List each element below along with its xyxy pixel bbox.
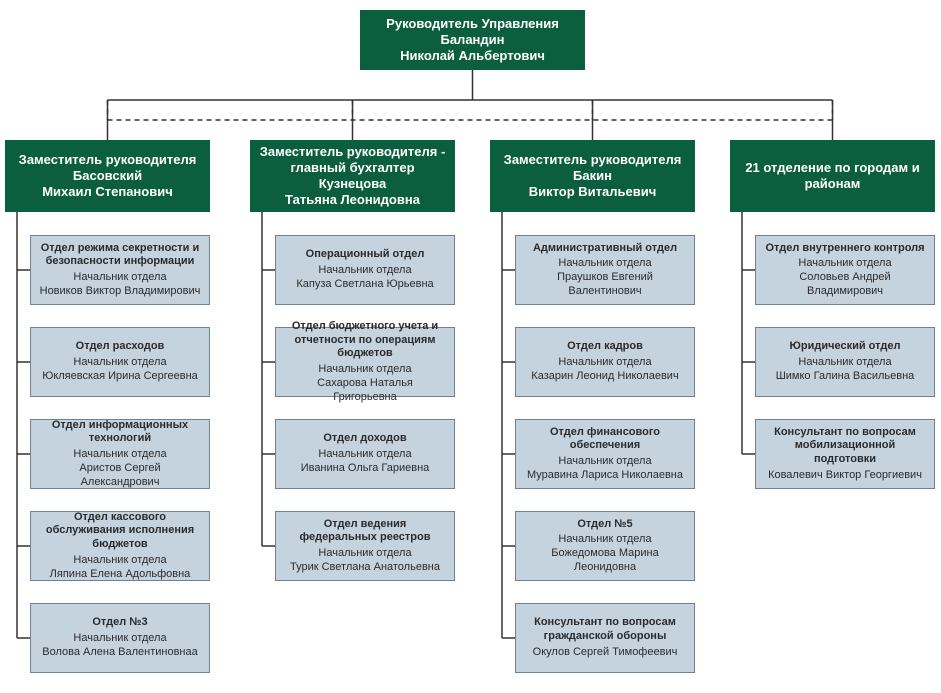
dept-b4-1-title: Юридический отдел (790, 340, 901, 354)
dept-b3-2-sub1: Начальник отдела (558, 455, 651, 469)
dept-b3-2: Отдел финансового обеспеченияНачальник о… (515, 419, 695, 489)
dept-b1-0-sub1: Начальник отдела (73, 271, 166, 285)
root-line3: Николай Альбертович (400, 48, 545, 64)
branch-b2-l2: главный бухгалтер (290, 160, 414, 176)
dept-b1-3: Отдел кассового обслуживания исполнения … (30, 511, 210, 581)
branch-b3-l1: Заместитель руководителя (504, 152, 682, 168)
dept-b3-1-sub2: Казарин Леонид Николаевич (531, 370, 678, 384)
branch-b2: Заместитель руководителя -главный бухгал… (250, 140, 455, 212)
dept-b1-3-sub1: Начальник отдела (73, 554, 166, 568)
dept-b1-1-sub1: Начальник отдела (73, 356, 166, 370)
dept-b1-0: Отдел режима секретности и безопасности … (30, 235, 210, 305)
dept-b2-0-title: Операционный отдел (306, 248, 425, 262)
branch-b3: Заместитель руководителяБакинВиктор Вита… (490, 140, 695, 212)
root-line1: Руководитель Управления (386, 16, 559, 32)
dept-b3-1: Отдел кадров Начальник отделаКазарин Леон… (515, 327, 695, 397)
dept-b3-4: Консультант по вопросам гражданской обор… (515, 603, 695, 673)
dept-b4-0: Отдел внутреннего контроляНачальник отде… (755, 235, 935, 305)
dept-b3-2-title: Отдел финансового обеспечения (524, 426, 686, 454)
branch-b1-l1: Заместитель руководителя (19, 152, 197, 168)
dept-b4-2-sub2: Ковалевич Виктор Георгиевич (768, 469, 922, 483)
dept-b3-0-title: Административный отдел (533, 242, 677, 256)
dept-b2-1: Отдел бюджетного учета и отчетности по о… (275, 327, 455, 397)
dept-b1-3-title: Отдел кассового обслуживания исполнения … (39, 511, 201, 552)
dept-b1-2-sub2: Аристов Сергей Александрович (39, 462, 201, 490)
branch-b2-l3: Кузнецова (319, 176, 387, 192)
dept-b3-3-sub1: Начальник отдела (558, 533, 651, 547)
branch-b2-l4: Татьяна Леонидовна (285, 192, 420, 208)
dept-b2-3-sub1: Начальник отдела (318, 547, 411, 561)
dept-b2-1-sub1: Начальник отдела (318, 363, 411, 377)
dept-b3-1-sub1: Начальник отдела (558, 356, 651, 370)
dept-b3-0: Административный отделНачальник отделаПр… (515, 235, 695, 305)
dept-b1-4-title: Отдел №3 (92, 616, 147, 630)
dept-b2-2-sub1: Начальник отдела (318, 448, 411, 462)
dept-b4-1-sub2: Шимко Галина Васильевна (776, 370, 915, 384)
branch-b3-l3: Виктор Витальевич (529, 184, 657, 200)
dept-b4-0-sub2: Соловьев Андрей Владимирович (764, 271, 926, 299)
dept-b2-3: Отдел ведения федеральных реестровНачаль… (275, 511, 455, 581)
dept-b1-4-sub2: Волова Алена Валентиновнаа (42, 646, 197, 660)
dept-b1-0-sub2: Новиков Виктор Владимирович (40, 285, 201, 299)
dept-b3-4-title: Консультант по вопросам гражданской обор… (524, 616, 686, 644)
dept-b4-0-title: Отдел внутреннего контроля (765, 242, 924, 256)
dept-b1-1: Отдел расходов Начальник отделаЮкляевская… (30, 327, 210, 397)
dept-b2-1-title: Отдел бюджетного учета и отчетности по о… (284, 320, 446, 361)
dept-b3-1-title: Отдел кадров (567, 340, 643, 354)
dept-b1-4-sub1: Начальник отдела (73, 632, 166, 646)
dept-b2-2-sub2: Иванина Ольга Гариевна (301, 462, 430, 476)
dept-b1-2-title: Отдел информационных технологий (39, 419, 201, 447)
root-node: Руководитель УправленияБаландинНиколай А… (360, 10, 585, 70)
root-line2: Баландин (440, 32, 504, 48)
dept-b2-3-title: Отдел ведения федеральных реестров (284, 518, 446, 546)
branch-b4-l1: 21 отделение по городам и районам (739, 160, 926, 193)
dept-b1-3-sub2: Ляпина Елена Адольфовна (50, 568, 191, 582)
dept-b3-3: Отдел №5Начальник отделаБожедомова Марин… (515, 511, 695, 581)
branch-b2-l1: Заместитель руководителя - (260, 144, 446, 160)
dept-b4-1-sub1: Начальник отдела (798, 356, 891, 370)
dept-b1-2: Отдел информационных технологийНачальник… (30, 419, 210, 489)
dept-b3-0-sub2: Праушков Евгений Валентинович (524, 271, 686, 299)
dept-b1-1-sub2: Юкляевская Ирина Сергеевна (42, 370, 198, 384)
branch-b3-l2: Бакин (573, 168, 612, 184)
dept-b2-2: Отдел доходов Начальник отделаИванина Оль… (275, 419, 455, 489)
org-chart-canvas: Руководитель УправленияБаландинНиколай А… (0, 0, 941, 693)
dept-b3-3-sub2: Божедомова Марина Леонидовна (524, 547, 686, 575)
dept-b3-3-title: Отдел №5 (577, 518, 632, 532)
branch-b1-l3: Михаил Степанович (42, 184, 173, 200)
dept-b1-1-title: Отдел расходов (76, 340, 165, 354)
dept-b2-0-sub2: Капуза Светлана Юрьевна (296, 278, 433, 292)
dept-b2-0: Операционный отдел Начальник отделаКапуза… (275, 235, 455, 305)
dept-b2-3-sub2: Турик Светлана Анатольевна (290, 561, 440, 575)
dept-b3-0-sub1: Начальник отдела (558, 257, 651, 271)
branch-b4: 21 отделение по городам и районам (730, 140, 935, 212)
dept-b4-1: Юридический отдел Начальник отделаШимко Г… (755, 327, 935, 397)
dept-b4-0-sub1: Начальник отдела (798, 257, 891, 271)
dept-b4-2: Консультант по вопросам мобилизационной … (755, 419, 935, 489)
dept-b1-2-sub1: Начальник отдела (73, 448, 166, 462)
branch-b1: Заместитель руководителяБасовскийМихаил … (5, 140, 210, 212)
dept-b2-0-sub1: Начальник отдела (318, 264, 411, 278)
dept-b3-2-sub2: Муравина Лариса Николаевна (527, 469, 683, 483)
dept-b4-2-title: Консультант по вопросам мобилизационной … (764, 426, 926, 467)
dept-b2-2-title: Отдел доходов (323, 432, 406, 446)
branch-b1-l2: Басовский (73, 168, 142, 184)
dept-b1-4: Отдел №3 Начальник отделаВолова Алена Вал… (30, 603, 210, 673)
dept-b2-1-sub2: Сахарова Наталья Григорьевна (284, 377, 446, 405)
dept-b3-4-sub2: Окулов Сергей Тимофеевич (533, 646, 678, 660)
dept-b1-0-title: Отдел режима секретности и безопасности … (39, 242, 201, 270)
